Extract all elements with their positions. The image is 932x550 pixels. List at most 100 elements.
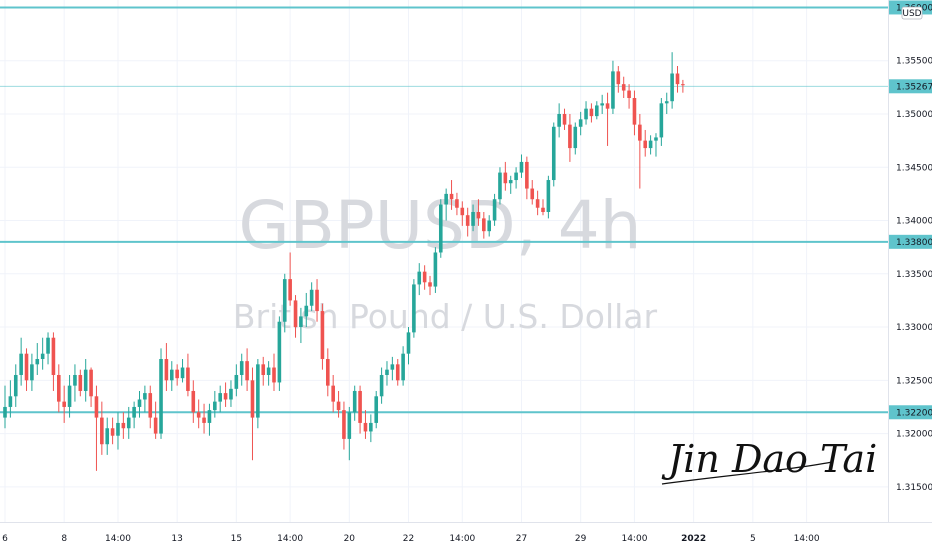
x-tick-label: 15 — [231, 534, 242, 544]
candle-body — [611, 71, 615, 109]
candle-body — [508, 180, 513, 184]
y-tick-label: 1.32000 — [896, 430, 932, 440]
candle-body — [412, 284, 416, 333]
candle-body — [256, 364, 260, 418]
candle-body — [143, 393, 147, 400]
candle-body — [342, 410, 346, 439]
grid-layer — [0, 0, 888, 522]
candle-body — [417, 271, 422, 285]
price-tag-label: 1.35267 — [896, 82, 932, 92]
price-tag-label: 1.33800 — [896, 238, 932, 248]
x-tick-label: 14:00 — [794, 534, 820, 544]
candle-body — [213, 401, 217, 411]
y-tick-label: 1.35000 — [896, 110, 932, 120]
candle-body — [519, 161, 524, 173]
candle-body — [89, 369, 93, 397]
candle-body — [126, 417, 131, 429]
candle-body — [428, 282, 432, 287]
candle-body — [347, 412, 352, 439]
x-tick-label: 6 — [2, 534, 8, 544]
signature-logo: Jin Dao Tai — [661, 437, 877, 485]
candle-body — [288, 279, 292, 301]
price-tag — [889, 405, 932, 420]
candle-body — [245, 361, 249, 381]
candle-body — [670, 73, 674, 102]
candle-body — [105, 428, 110, 445]
candle-body — [8, 396, 13, 407]
candle-body — [207, 410, 212, 423]
candle-body — [578, 119, 583, 127]
candle-body — [498, 172, 502, 200]
candle-body — [62, 401, 66, 407]
signature-text: Jin Dao Tai — [661, 437, 877, 481]
candle-body — [78, 374, 83, 391]
candle-layer — [3, 52, 685, 471]
candle-body — [492, 199, 497, 221]
candle-body — [132, 406, 136, 418]
candle-body — [57, 374, 61, 402]
candle-body — [352, 390, 357, 413]
candle-body — [196, 412, 201, 418]
candle-body — [315, 289, 319, 312]
candle-body — [546, 180, 551, 212]
candle-body — [309, 289, 314, 306]
candle-body — [13, 374, 18, 397]
x-tick-label: 27 — [516, 534, 527, 544]
candle-body — [137, 399, 142, 407]
candle-body — [358, 390, 362, 423]
candle-body — [514, 172, 518, 181]
candle-body — [551, 126, 556, 181]
y-tick-label: 1.31500 — [896, 483, 932, 493]
candle-body — [293, 300, 298, 328]
candle-body — [299, 316, 303, 328]
candle-body — [46, 337, 50, 354]
candle-body — [438, 204, 443, 253]
candle-body — [94, 396, 99, 418]
x-tick-label: 13 — [171, 534, 182, 544]
watermark-subtitle: British Pound / U.S. Dollar — [233, 297, 658, 336]
candle-body — [444, 193, 448, 205]
candle-body — [465, 215, 470, 226]
candle-body — [374, 396, 379, 423]
candle-body — [621, 84, 626, 91]
candle-body — [35, 359, 40, 365]
candle-body — [471, 211, 475, 226]
y-tick-label: 1.34000 — [896, 217, 932, 227]
candle-body — [272, 367, 276, 383]
candle-body — [589, 108, 594, 117]
candle-body — [535, 199, 540, 208]
candle-body — [218, 393, 222, 402]
candle-body — [164, 359, 169, 381]
level-layer — [0, 6, 888, 414]
candle-body — [159, 359, 163, 434]
candle-body — [482, 218, 486, 232]
candle-body — [422, 271, 427, 283]
candle-body — [487, 220, 491, 232]
candle-body — [433, 252, 438, 287]
x-tick-label: 14:00 — [277, 534, 303, 544]
candle-body — [83, 369, 88, 391]
x-tick-label: 29 — [575, 534, 587, 544]
x-tick-label: 14:00 — [105, 534, 131, 544]
candle-body — [530, 188, 535, 200]
candle-body — [229, 388, 233, 400]
candle-body — [605, 103, 610, 109]
y-tick-label: 1.33000 — [896, 323, 932, 333]
candle-body — [223, 393, 228, 400]
candle-body — [385, 369, 389, 375]
candle-body — [455, 199, 459, 208]
candle-body — [675, 73, 680, 85]
candle-body — [573, 126, 578, 149]
candle-body — [277, 321, 282, 383]
candle-body — [121, 422, 126, 429]
candle-body — [525, 161, 529, 189]
x-tick-label: 14:00 — [449, 534, 475, 544]
candle-body — [234, 374, 239, 389]
currency-badge — [901, 6, 923, 20]
candle-body — [681, 84, 685, 86]
x-tick-label: 5 — [750, 534, 756, 544]
candle-body — [659, 103, 664, 138]
